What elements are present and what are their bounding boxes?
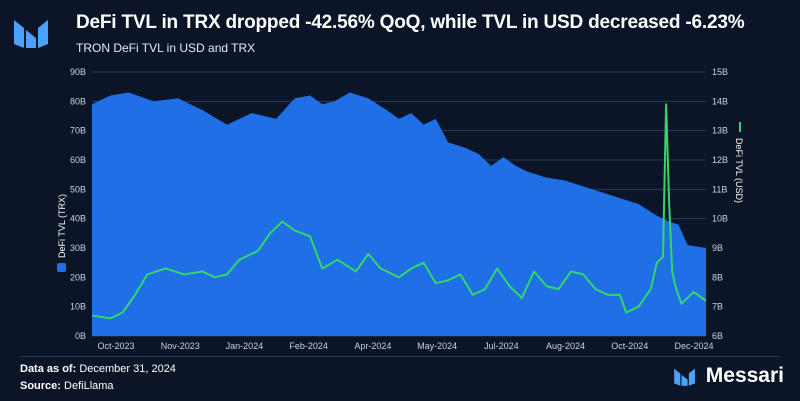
source: Source: DefiLlama xyxy=(20,380,114,392)
trx-legend-swatch xyxy=(57,263,66,272)
source-label: Source: xyxy=(20,380,61,392)
chart-title: DeFi TVL in TRX dropped -42.56% QoQ, whi… xyxy=(76,12,745,33)
left-tick-label: 70B xyxy=(70,126,86,136)
right-tick-label: 13B xyxy=(712,126,728,136)
x-tick-label: Nov-2023 xyxy=(161,341,200,351)
messari-logo-icon xyxy=(14,14,56,55)
right-tick-label: 8B xyxy=(712,272,723,282)
right-tick-label: 10B xyxy=(712,214,728,224)
left-axis-title: DeFi TVL (TRX) xyxy=(57,194,67,258)
left-axis: 0B 10B 20B 30B 40B 50B 60B 70B 80B 90B xyxy=(70,67,86,341)
right-tick-label: 15B xyxy=(712,67,728,77)
left-tick-label: 50B xyxy=(70,184,86,194)
right-tick-label: 9B xyxy=(712,243,723,253)
right-tick-label: 7B xyxy=(712,302,723,312)
left-tick-label: 0B xyxy=(75,331,86,341)
x-tick-label: Jan-2024 xyxy=(226,341,264,351)
x-axis: Oct-2023 Nov-2023 Jan-2024 Feb-2024 Apr-2024… xyxy=(97,341,713,351)
left-tick-label: 20B xyxy=(70,272,86,282)
left-tick-label: 80B xyxy=(70,96,86,106)
right-tick-label: 12B xyxy=(712,155,728,165)
right-axis-legend: DeFi TVL (USD) xyxy=(734,122,744,203)
x-tick-label: Apr-2024 xyxy=(354,341,391,351)
right-axis: 6B 7B 8B 9B 10B 11B 12B 13B 14B 15B xyxy=(712,67,728,341)
right-tick-label: 6B xyxy=(712,331,723,341)
x-tick-label: Feb-2024 xyxy=(289,341,328,351)
header: DeFi TVL in TRX dropped -42.56% QoQ, whi… xyxy=(0,0,800,62)
x-tick-label: Dec-2024 xyxy=(674,341,713,351)
left-tick-label: 60B xyxy=(70,155,86,165)
data-as-of-label: Data as of: xyxy=(20,363,77,375)
right-tick-label: 11B xyxy=(712,184,727,194)
left-tick-label: 30B xyxy=(70,243,86,253)
tvl-chart: 0B 10B 20B 30B 40B 50B 60B 70B 80B 90B 6B 7B 8B 9B 10… xyxy=(57,67,744,351)
axis-legends: DeFi TVL (TRX) DeFi TVL (USD) xyxy=(57,122,744,272)
left-tick-label: 90B xyxy=(70,67,86,77)
data-as-of: Data as of: December 31, 2024 xyxy=(20,363,176,375)
x-tick-label: Oct-2024 xyxy=(611,341,648,351)
chart-subtitle: TRON DeFi TVL in USD and TRX xyxy=(76,41,256,55)
right-axis-title: DeFi TVL (USD) xyxy=(734,138,744,203)
x-tick-label: May-2024 xyxy=(417,341,457,351)
trx-tvl-area xyxy=(92,92,706,336)
x-tick-label: Oct-2023 xyxy=(97,341,134,351)
usd-tvl-line xyxy=(91,103,707,320)
brand-name: Messari xyxy=(705,364,784,387)
x-tick-label: Jul-2024 xyxy=(484,341,519,351)
left-tick-label: 40B xyxy=(70,214,86,224)
footer-divider xyxy=(20,356,780,357)
right-tick-label: 14B xyxy=(712,96,728,106)
left-axis-legend: DeFi TVL (TRX) xyxy=(57,194,67,272)
messari-brand-icon xyxy=(673,368,695,386)
x-tick-label: Aug-2024 xyxy=(546,341,585,351)
left-tick-label: 10B xyxy=(70,302,86,312)
data-as-of-value: December 31, 2024 xyxy=(79,363,176,375)
brand: Messari xyxy=(673,364,784,388)
source-value: DefiLlama xyxy=(64,380,114,392)
